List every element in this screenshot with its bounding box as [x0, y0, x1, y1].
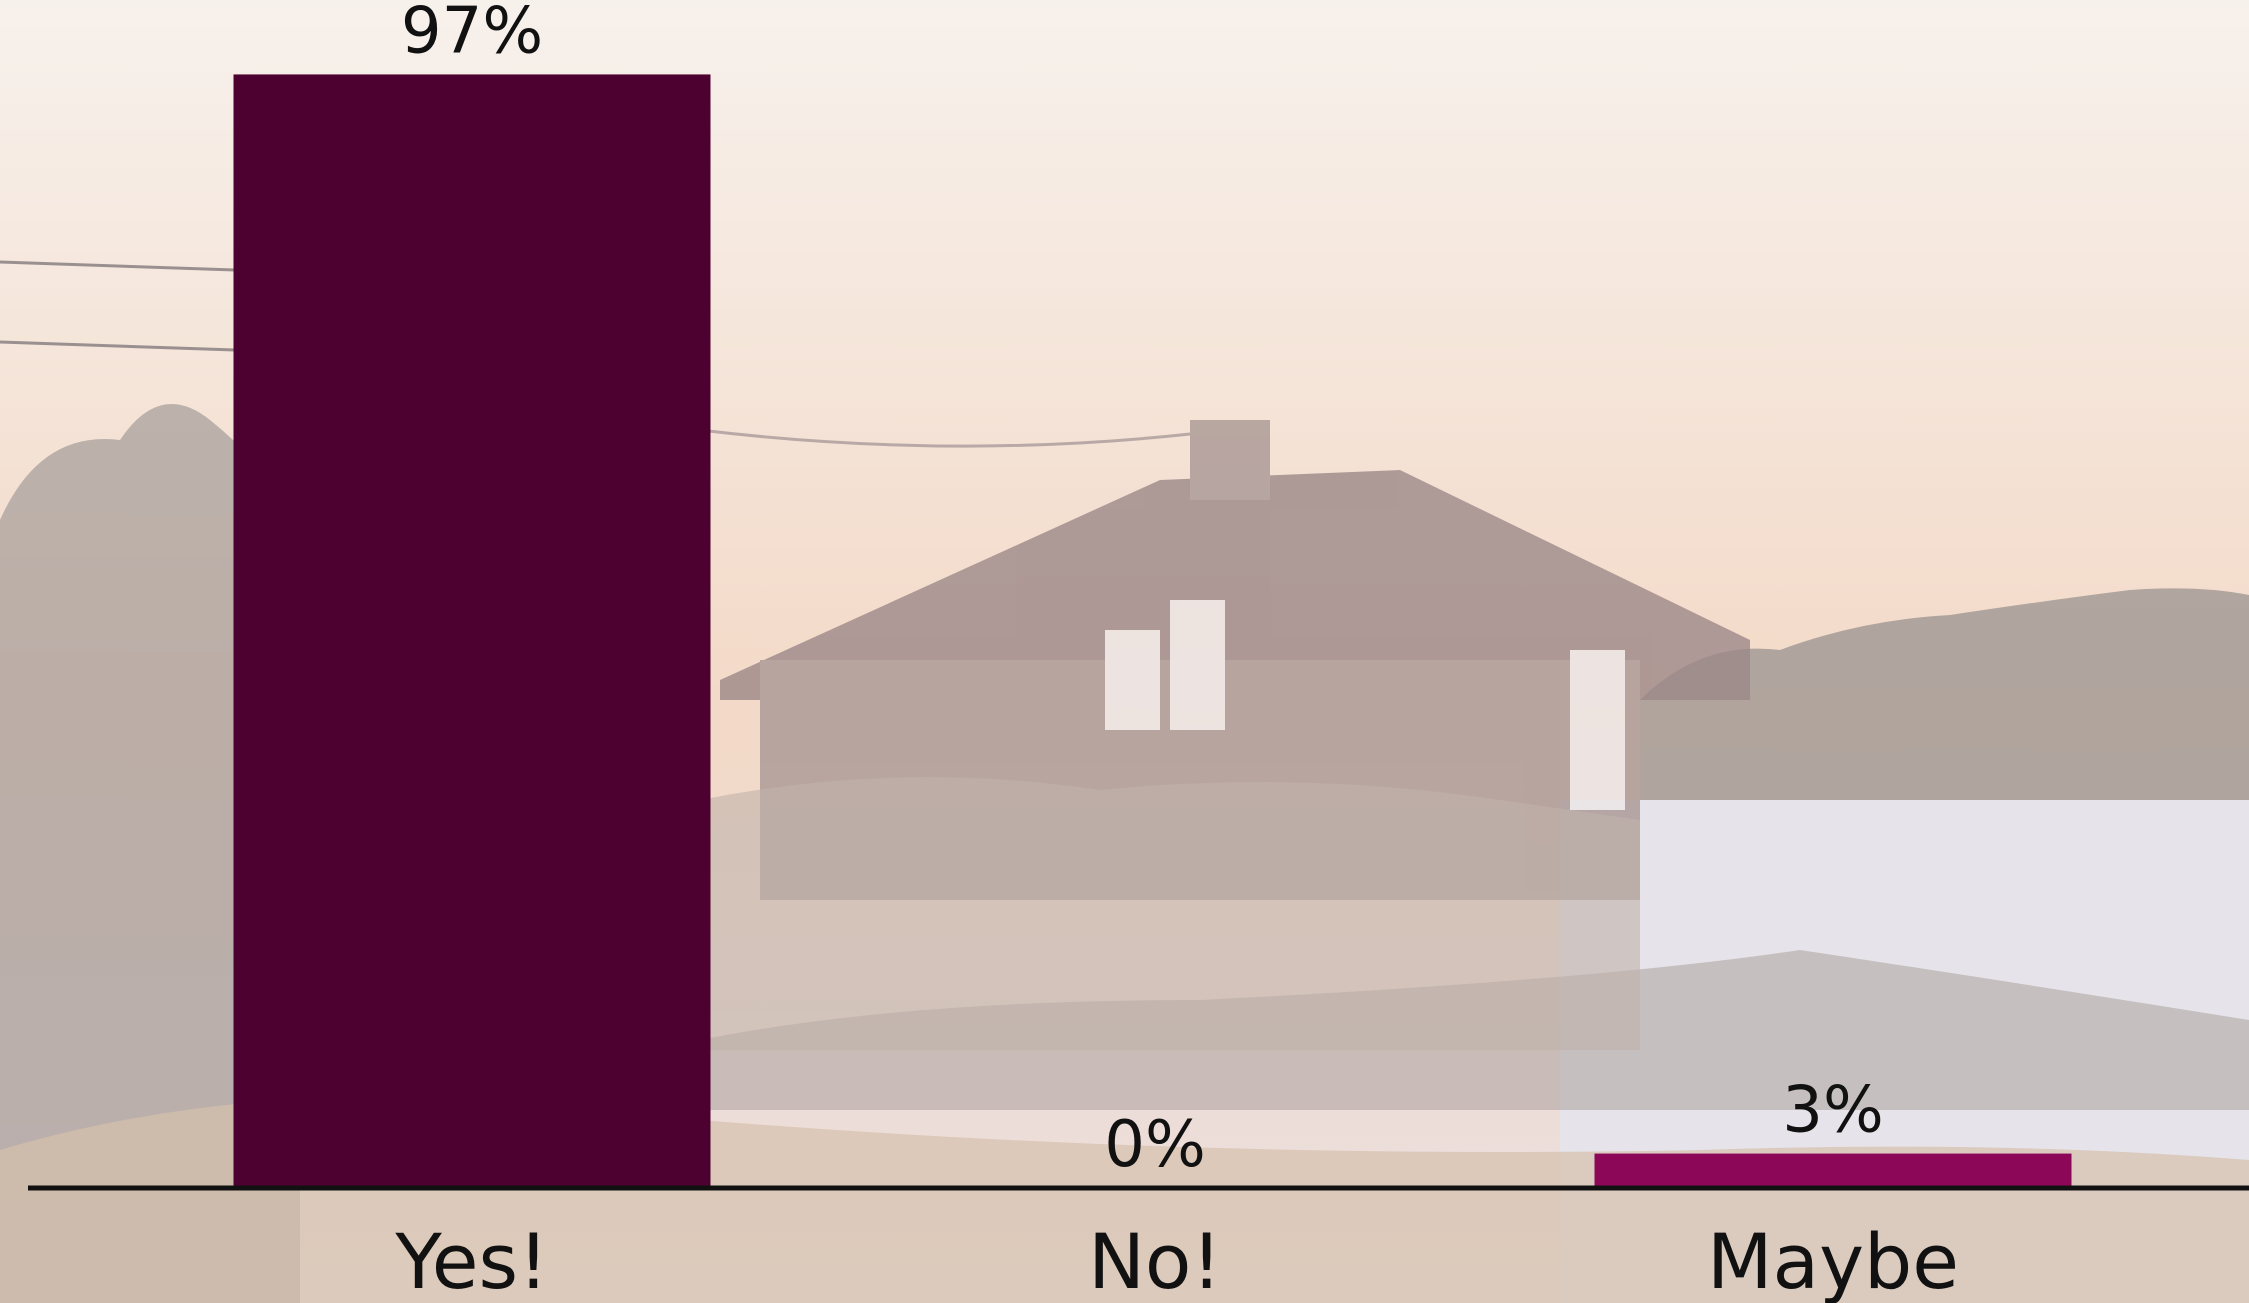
- bar-yes: [233, 74, 711, 1189]
- value-label-maybe: 3%: [1782, 1074, 1884, 1148]
- tick-label-no: No!: [1088, 1217, 1222, 1303]
- reeds: [700, 777, 1640, 1050]
- left-trees: [0, 404, 300, 1303]
- bar-maybe: [1594, 1153, 2072, 1188]
- power-line: [0, 260, 236, 272]
- value-label-yes: 97%: [401, 0, 543, 68]
- power-line: [0, 340, 236, 352]
- tick-label-maybe: Maybe: [1707, 1217, 1959, 1303]
- value-label-no: 0%: [1104, 1108, 1206, 1182]
- tick-label-yes: Yes!: [394, 1217, 548, 1303]
- power-line: [699, 428, 1191, 448]
- distant-treeline: [1640, 588, 2249, 815]
